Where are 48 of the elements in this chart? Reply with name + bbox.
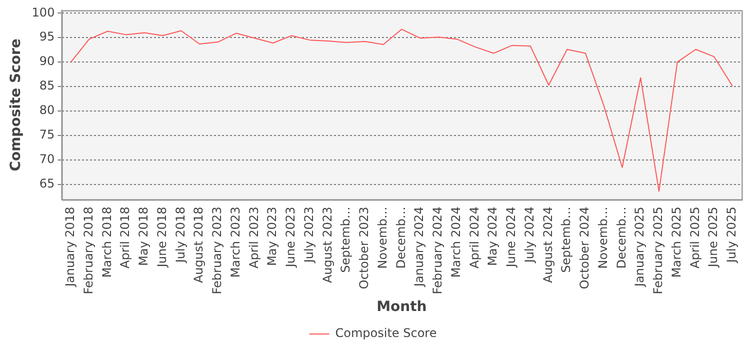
x-tick-label: February 2024 xyxy=(430,206,445,294)
x-tick-label: April 2018 xyxy=(118,206,132,268)
x-tick-label: June 2018 xyxy=(154,206,169,268)
x-tick-label: January 2024 xyxy=(412,206,426,288)
y-tick-label: 75 xyxy=(39,128,55,142)
x-tick-label: Septemb… xyxy=(559,206,574,273)
x-tick-label: February 2018 xyxy=(81,206,96,294)
x-tick-label: May 2024 xyxy=(486,206,500,266)
x-tick-label: June 2025 xyxy=(706,206,720,268)
x-tick-label: October 2024 xyxy=(578,206,592,290)
y-tick-label: 85 xyxy=(39,78,55,93)
x-tick-label: April 2024 xyxy=(467,206,482,268)
legend-label: Composite Score xyxy=(335,326,437,340)
x-tick-label: July 2018 xyxy=(173,206,188,264)
x-tick-label: June 2024 xyxy=(504,206,518,268)
x-tick-label: Septemb… xyxy=(338,206,353,273)
y-tick-label: 95 xyxy=(39,30,55,44)
y-tick-label: 70 xyxy=(39,152,55,166)
x-tick-label: Decemb… xyxy=(614,206,628,269)
x-tick-label: May 2023 xyxy=(265,206,280,266)
x-tick-label: Novemb… xyxy=(596,206,610,269)
x-tick-label: March 2024 xyxy=(448,206,463,278)
x-tick-label: August 2018 xyxy=(192,206,206,284)
x-tick-label: October 2023 xyxy=(357,206,372,290)
x-tick-label: June 2023 xyxy=(284,206,298,268)
x-axis-title: Month xyxy=(376,299,427,316)
x-tick-label: August 2023 xyxy=(320,206,334,284)
y-tick-label: 90 xyxy=(39,54,55,68)
x-tick-label: April 2025 xyxy=(688,206,702,268)
y-tick-label: 100 xyxy=(32,5,55,20)
x-tick-label: Novemb… xyxy=(375,206,390,269)
x-tick-label: February 2023 xyxy=(210,206,224,294)
y-tick-label: 80 xyxy=(39,103,55,118)
x-tick-label: March 2025 xyxy=(669,206,684,278)
x-tick-label: March 2018 xyxy=(100,206,114,278)
x-tick-label: January 2025 xyxy=(632,206,647,288)
x-tick-label: February 2025 xyxy=(651,206,666,294)
x-tick-label: January 2018 xyxy=(63,206,78,288)
x-tick-label: August 2024 xyxy=(540,206,555,284)
y-tick-label: 65 xyxy=(39,176,55,191)
x-tick-label: May 2018 xyxy=(136,206,151,266)
y-axis-title: Composite Score xyxy=(8,38,24,172)
x-tick-label: July 2023 xyxy=(302,206,316,264)
x-tick-label: July 2025 xyxy=(724,206,739,264)
x-tick-label: July 2024 xyxy=(522,206,536,264)
x-tick-label: April 2023 xyxy=(246,206,261,268)
x-tick-label: March 2023 xyxy=(228,206,242,278)
x-tick-label: Decemb… xyxy=(394,206,408,269)
